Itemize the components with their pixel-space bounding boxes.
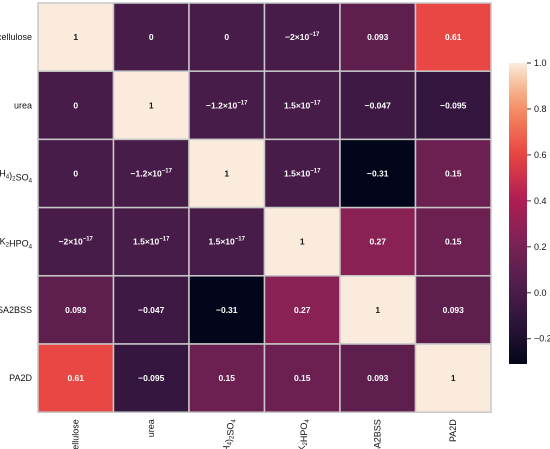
cell-value-label: −1.2×10−17 — [131, 169, 173, 179]
heatmap-cell — [112, 206, 190, 277]
heatmap-cell — [37, 2, 115, 72]
heatmap-cell — [188, 206, 266, 277]
cell-value-label: 1 — [224, 169, 229, 179]
row-label: SA2BSS — [0, 305, 32, 315]
cell-value-label: 0.093 — [443, 305, 465, 315]
cell-value-label: 1.5×10−17 — [284, 100, 321, 110]
cell-value-label: −0.047 — [138, 305, 165, 315]
heatmap-cell — [188, 275, 266, 345]
colorbar-tick-label: 1.0 — [534, 58, 547, 68]
heatmap-cell — [263, 343, 341, 413]
row-label: K2HPO4 — [0, 237, 33, 251]
cell-value-label: 1 — [375, 305, 380, 315]
cell-value-label: −0.31 — [367, 169, 389, 179]
cell-value-label: 0.15 — [294, 373, 311, 383]
heatmap-cell — [263, 206, 341, 277]
cell-value-label: −2×10−17 — [285, 32, 320, 42]
heatmap-cell — [414, 343, 492, 413]
column-label: urea — [146, 419, 156, 437]
colorbar-tick-label: 0.8 — [534, 104, 547, 114]
colorbar-tick-label: 0.6 — [534, 150, 547, 160]
cell-value-label: 1 — [300, 237, 305, 247]
heatmap-cell — [414, 70, 492, 141]
row-label: PA2D — [9, 373, 32, 383]
cell-value-label: 0.15 — [445, 237, 462, 247]
cell-value-label: −0.31 — [216, 305, 238, 315]
cell-value-label: 1.5×10−17 — [209, 237, 246, 247]
column-label: PA2D — [448, 419, 458, 442]
heatmap-cell — [188, 2, 266, 72]
colorbar-tick-label: −0.2 — [534, 334, 550, 344]
cell-value-label: −2×10−17 — [59, 237, 94, 247]
cell-value-label: 1.5×10−17 — [133, 237, 170, 247]
heatmap-cell — [263, 138, 341, 209]
colorbar: 1.0 0.8 0.6 0.4 0.2 0.0 −0.2 — [509, 58, 550, 364]
cell-value-label: 0 — [224, 32, 229, 42]
column-label: (NH4)2SO4 — [222, 419, 238, 449]
row-label: cellulose — [0, 32, 32, 42]
cell-value-label: 0.093 — [367, 32, 389, 42]
heatmap-cell — [414, 275, 492, 345]
cell-value-label: 0.61 — [67, 373, 84, 383]
heatmap-cell — [339, 275, 417, 345]
row-label: urea — [14, 100, 32, 110]
heatmap-cell-labels: 1 0 0 −2×10−17 0.093 0.61 0 1 −1.2×10−17 1.5×10−1… — [59, 32, 467, 383]
cell-value-label: 1 — [451, 373, 456, 383]
column-label: SA2BSS — [373, 419, 383, 449]
colorbar-tick-label: 0.0 — [534, 288, 547, 298]
column-axis-labels: cellulose urea (NH4)2SO4 K2HPO4 SA2BSS PA2D — [71, 419, 459, 449]
column-label: cellulose — [71, 419, 81, 449]
heatmap-cell — [339, 138, 417, 209]
cell-value-label: 0.15 — [218, 373, 235, 383]
heatmap-cell — [37, 343, 115, 413]
cell-value-label: 0 — [73, 169, 78, 179]
heatmap-cell — [112, 2, 190, 72]
cell-value-label: 0.27 — [369, 237, 386, 247]
heatmap-cell — [37, 206, 115, 277]
cell-value-label: 1 — [149, 100, 154, 110]
heatmap-cell — [263, 70, 341, 141]
cell-value-label: −1.2×10−17 — [206, 100, 248, 110]
heatmap-cell — [339, 343, 417, 413]
heatmap-cell — [414, 138, 492, 209]
heatmap-cell — [263, 275, 341, 345]
heatmap-cell — [112, 70, 190, 141]
column-label: K2HPO4 — [297, 419, 311, 449]
cell-value-label: 0.15 — [445, 169, 462, 179]
colorbar-gradient — [509, 63, 527, 364]
heatmap-cell — [414, 206, 492, 277]
heatmap-cell — [414, 2, 492, 72]
cell-value-label: −0.095 — [440, 100, 467, 110]
heatmap-cell — [112, 138, 190, 209]
cell-value-label: 1 — [73, 32, 78, 42]
cell-value-label: 0.093 — [65, 305, 87, 315]
cell-value-label: 0.093 — [367, 373, 389, 383]
cell-value-label: 0.61 — [445, 32, 462, 42]
colorbar-tick-label: 0.4 — [534, 196, 547, 206]
cell-value-label: −0.095 — [138, 373, 165, 383]
row-axis-labels: cellulose urea (NH4)2SO4 K2HPO4 SA2BSS PA2D — [0, 32, 33, 383]
cell-value-label: 0 — [149, 32, 154, 42]
cell-value-label: 0 — [73, 100, 78, 110]
colorbar-tick-label: 0.2 — [534, 242, 547, 252]
cell-value-label: 1.5×10−17 — [284, 169, 321, 179]
heatmap-cell — [339, 206, 417, 277]
cell-value-label: −0.047 — [365, 100, 392, 110]
row-label: (NH4)2SO4 — [0, 169, 33, 185]
cell-value-label: 0.27 — [294, 305, 311, 315]
heatmap-cells — [37, 2, 492, 413]
